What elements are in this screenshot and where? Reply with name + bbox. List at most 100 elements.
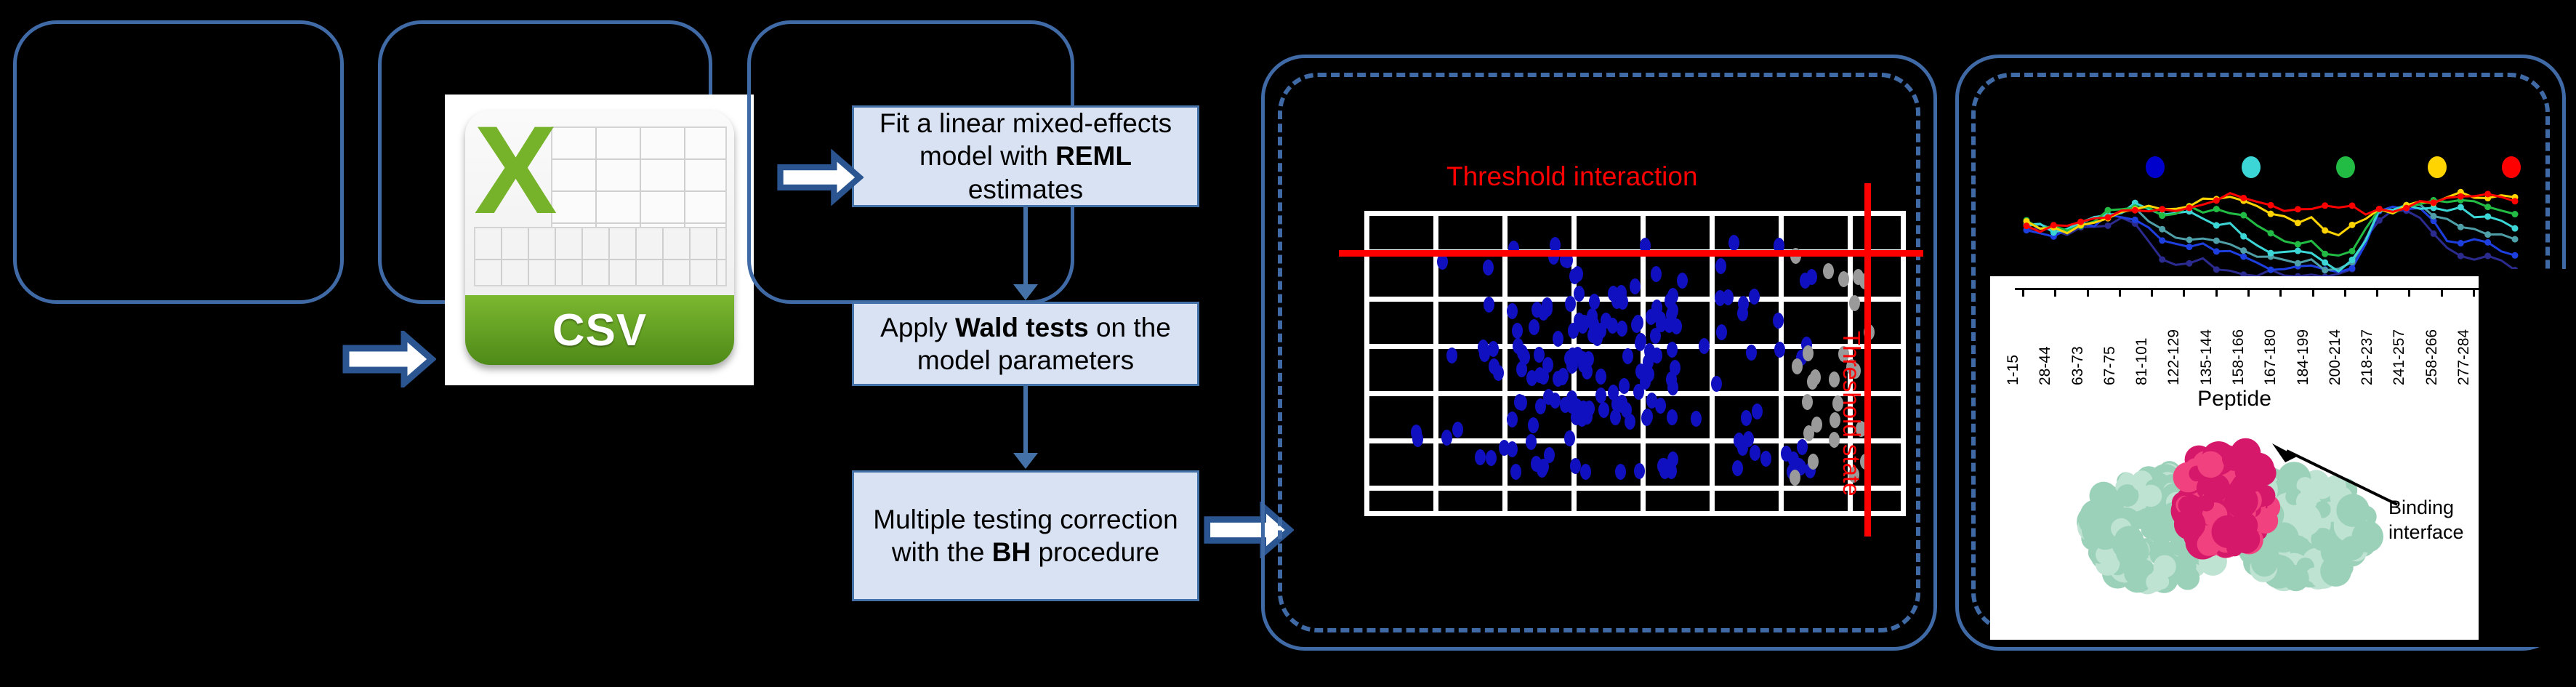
csv-tile: X CSV <box>465 111 734 365</box>
scatter-point-nonsignificant <box>1829 412 1840 429</box>
scatter-point-significant <box>1587 316 1599 333</box>
scatter-plot <box>1339 183 1923 537</box>
grid-line-horizontal <box>1364 511 1906 516</box>
scatter-point-nonsignificant <box>1856 420 1867 437</box>
protein-receptor-blob <box>2340 536 2364 561</box>
peptide-series-marker <box>2484 213 2492 220</box>
peptide-series-marker <box>2240 271 2247 278</box>
peptide-series-marker <box>2131 216 2138 223</box>
scatter-point-significant <box>1542 388 1554 405</box>
scatter-point-significant <box>1452 421 1464 438</box>
scatter-point-significant <box>1600 312 1611 329</box>
step-bh-box[interactable]: Multiple testing correction with the BH … <box>852 470 1199 601</box>
binding-interface-arrow <box>2272 443 2398 506</box>
scatter-point-significant <box>1527 417 1539 434</box>
protein-receptor-blob <box>2078 507 2107 536</box>
threshold-line-vertical <box>1864 183 1871 537</box>
peptide-series-marker <box>2159 212 2166 220</box>
scatter-point-significant <box>1749 289 1760 305</box>
scatter-point-significant <box>1516 361 1528 377</box>
scatter-point-significant <box>1751 403 1763 419</box>
peptide-series-marker <box>2457 240 2464 247</box>
scatter-point-significant <box>1441 430 1452 446</box>
protein-receptor-blob <box>2306 567 2322 583</box>
protein-receptor-blob <box>2116 484 2139 507</box>
peptide-series-marker <box>2294 206 2301 213</box>
peptide-series-marker <box>2375 205 2383 212</box>
legend-dot-cyan <box>2242 156 2261 178</box>
step-reml-text: Fit a linear mixed-effects model with RE… <box>860 107 1191 205</box>
protein-receptor-blob <box>2296 477 2314 494</box>
peptide-series-marker <box>2348 221 2356 228</box>
grid-line-horizontal <box>1364 297 1906 302</box>
protein-receptor-blob <box>2251 550 2278 577</box>
step-wald-box[interactable]: Apply Wald tests on the model parameters <box>852 302 1199 386</box>
peptide-series-marker <box>2240 194 2247 201</box>
peptide-series-marker <box>2457 193 2464 200</box>
peptide-tick-258-266: 258-266 <box>2423 329 2440 385</box>
peptide-series-marker <box>2294 220 2301 227</box>
scatter-point-significant <box>1691 411 1702 427</box>
legend-dot-green <box>2336 156 2355 178</box>
scatter-point-significant <box>1669 359 1681 376</box>
scatter-point-significant <box>1563 430 1575 447</box>
stage-panel-input <box>13 20 344 304</box>
scatter-point-significant <box>1664 317 1675 334</box>
scatter-point-nonsignificant <box>1823 263 1835 280</box>
right-arrow-icon-1 <box>342 331 436 387</box>
scatter-point-nonsignificant <box>1810 369 1822 386</box>
grid-line-vertical <box>1901 211 1906 516</box>
mask-right <box>2479 269 2566 647</box>
scatter-point-significant <box>1711 375 1723 392</box>
peptide-series-marker <box>2186 260 2193 267</box>
peptide-tick-mark <box>2440 288 2443 297</box>
scatter-point-significant <box>1781 445 1792 462</box>
scatter-point-significant <box>1478 346 1490 363</box>
protein-ligand-blob <box>2173 508 2206 540</box>
peptide-series-marker <box>2050 222 2057 229</box>
peptide-tick-63-73: 63-73 <box>2069 346 2086 385</box>
peptide-tick-184-199: 184-199 <box>2294 329 2311 385</box>
peptide-tick-mark <box>2215 288 2218 297</box>
scatter-point-significant <box>1716 324 1728 340</box>
protein-receptor-blob <box>2138 560 2154 576</box>
step-reml-bold: REML <box>1055 141 1132 172</box>
peptide-series-marker <box>2484 190 2492 198</box>
connector-arrowhead-1 <box>1013 284 1038 300</box>
protein-receptor-blob <box>2295 491 2317 512</box>
peptide-series-marker <box>2213 237 2220 244</box>
scatter-point-significant <box>1492 365 1504 382</box>
scatter-point-significant <box>1583 350 1595 367</box>
peptide-series-marker <box>2348 265 2356 272</box>
scatter-point-significant <box>1557 369 1569 385</box>
peptide-tick-277-284: 277-284 <box>2455 329 2472 385</box>
peptide-line-chart <box>2013 156 2522 287</box>
step-bh-bold: BH <box>991 537 1031 567</box>
scatter-point-significant <box>1437 254 1449 270</box>
peptide-series-marker <box>2104 222 2112 229</box>
scatter-point-nonsignificant <box>1811 417 1823 433</box>
scatter-point-significant <box>1533 347 1545 363</box>
protein-receptor-blob <box>2154 574 2170 590</box>
step-reml-box[interactable]: Fit a linear mixed-effects model with RE… <box>852 105 1199 207</box>
peptide-tick-mark <box>2311 288 2314 297</box>
scatter-point-significant <box>1611 292 1622 309</box>
grid-line-vertical <box>1779 211 1784 516</box>
scatter-point-significant <box>1745 345 1757 361</box>
peptide-series-marker <box>2050 229 2057 236</box>
scatter-point-significant <box>1618 377 1630 394</box>
grid-line-vertical <box>1433 211 1438 516</box>
scatter-point-nonsignificant <box>1791 358 1803 375</box>
scatter-point-significant <box>1598 402 1610 419</box>
scatter-point-significant <box>1518 348 1530 365</box>
connector-line-1 <box>1023 207 1028 286</box>
scatter-point-significant <box>1513 338 1524 355</box>
peptide-series-marker <box>2457 204 2464 211</box>
peptide-series-marker <box>2131 206 2138 214</box>
scatter-point-nonsignificant <box>1808 453 1819 470</box>
peptide-series-marker <box>2511 211 2519 218</box>
peptide-series-marker <box>2511 236 2519 243</box>
step-wald-text: Apply Wald tests on the model parameters <box>860 311 1191 377</box>
scatter-point-significant <box>1577 317 1588 334</box>
scatter-point-significant <box>1634 335 1646 352</box>
